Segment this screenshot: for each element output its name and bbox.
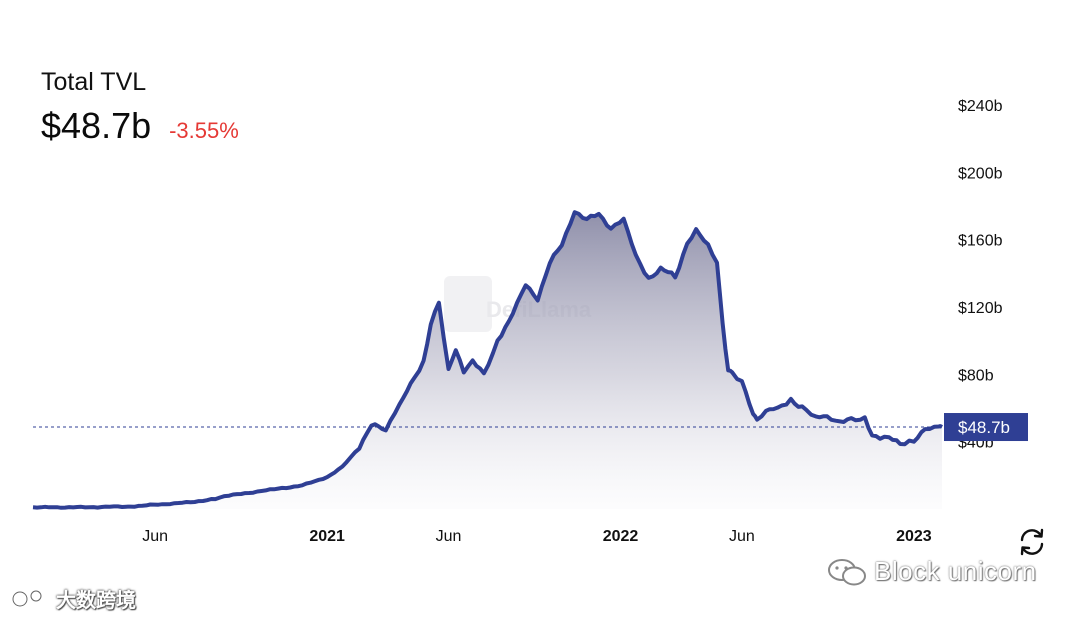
wechat-icon: [828, 558, 866, 585]
x-tick-label: Jun: [436, 528, 462, 545]
brand-logo-icon: [11, 589, 43, 607]
current-value-badge: $48.7b: [944, 413, 1028, 442]
y-axis: $40b$80b$120b$160b$200b$240b: [958, 98, 1003, 452]
header: Total TVL $48.7b -3.55%: [41, 68, 239, 147]
change-percent: -3.55%: [169, 118, 239, 143]
y-tick-label: $80b: [958, 367, 994, 384]
tvl-series-line: [32, 210, 943, 510]
refresh-icon: [1020, 528, 1044, 556]
chart-title: Total TVL: [41, 68, 147, 96]
total-tvl-value: $48.7b: [41, 105, 152, 146]
y-tick-label: $120b: [958, 300, 1003, 317]
y-tick-label: $240b: [958, 98, 1003, 115]
y-tick-label: $200b: [958, 165, 1003, 182]
watermark-bottom-left: 大数跨境: [10, 584, 136, 613]
x-tick-label: 2022: [603, 528, 639, 545]
x-tick-label: Jun: [142, 528, 168, 545]
watermark-bottom-right-text: Block unicorn: [874, 556, 1037, 586]
x-axis: Jun 2021 Jun 2022 Jun 2023: [142, 528, 932, 545]
tvl-area-fill: [33, 212, 942, 509]
y-tick-label: $160b: [958, 233, 1003, 250]
value-row: $48.7b -3.55%: [41, 105, 239, 147]
current-value-badge-label: $48.7b: [958, 418, 1010, 437]
x-tick-label: 2023: [896, 528, 932, 545]
llama-logo-icon: [444, 276, 492, 332]
watermark-bottom-left-text: 大数跨境: [56, 590, 136, 612]
x-tick-label: 2021: [309, 528, 345, 545]
x-tick-label: Jun: [729, 528, 755, 545]
watermark-bottom-right: Block unicorn: [826, 556, 1037, 587]
refresh-button[interactable]: [1016, 526, 1048, 558]
current-value-badge-bg: [944, 413, 1028, 442]
